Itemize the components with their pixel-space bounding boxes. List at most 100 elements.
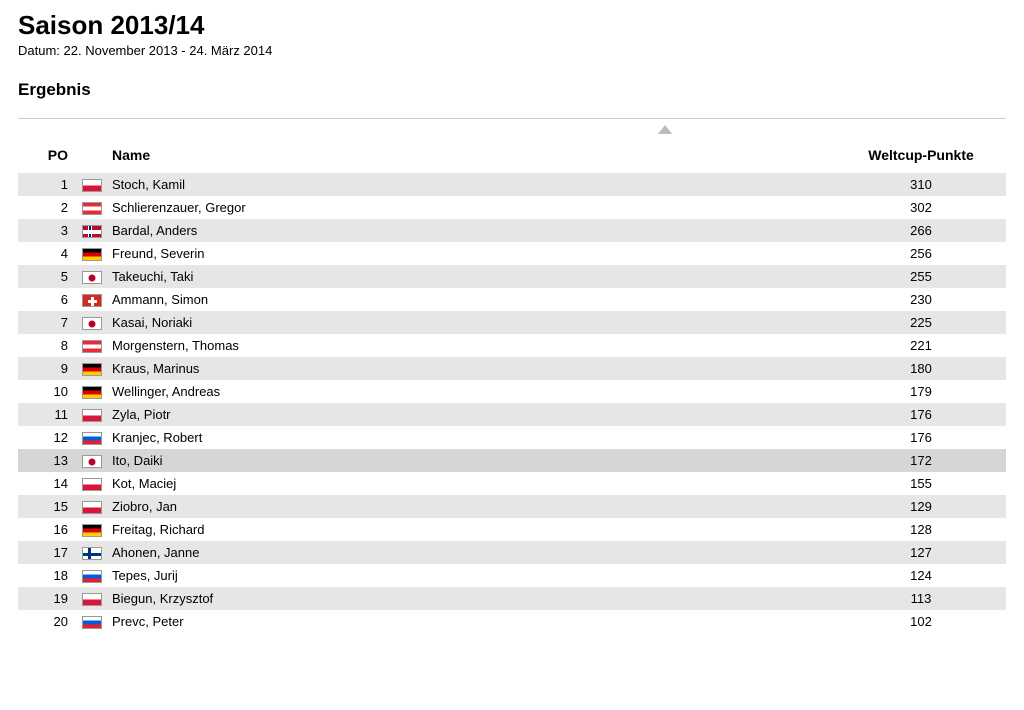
table-row[interactable]: 17Ahonen, Janne127 [18, 541, 1006, 564]
table-row[interactable]: 1 Stoch, Kamil310 [18, 173, 1006, 196]
table-row[interactable]: 2Schlierenzauer, Gregor302 [18, 196, 1006, 219]
table-row[interactable]: 19 Biegun, Krzysztof113 [18, 587, 1006, 610]
cell-po: 18 [18, 564, 78, 587]
cell-points: 180 [836, 357, 1006, 380]
flag-icon [82, 317, 102, 330]
cell-po: 11 [18, 403, 78, 426]
table-row[interactable]: 20 Prevc, Peter102 [18, 610, 1006, 633]
results-table: PO Name Weltcup-Punkte 1Stoch, Kamil3102… [18, 141, 1006, 633]
flag-icon [82, 225, 102, 238]
table-row[interactable]: 5Takeuchi, Taki255 [18, 265, 1006, 288]
table-row[interactable]: 12Kranjec, Robert176 [18, 426, 1006, 449]
cell-points: 129 [836, 495, 1006, 518]
flag-icon [82, 386, 102, 399]
date-range: Datum: 22. November 2013 - 24. März 2014 [18, 43, 1006, 58]
col-header-flag [78, 141, 108, 173]
cell-flag [78, 403, 108, 426]
cell-name: Ammann, Simon [108, 288, 836, 311]
cell-points: 172 [836, 449, 1006, 472]
flag-icon [82, 202, 102, 215]
cell-points: 176 [836, 403, 1006, 426]
table-row[interactable]: 3Bardal, Anders266 [18, 219, 1006, 242]
sort-ascending-icon[interactable] [658, 125, 672, 134]
table-row[interactable]: 4Freund, Severin256 [18, 242, 1006, 265]
sort-indicator-row [18, 121, 1006, 141]
flag-icon [82, 294, 102, 307]
cell-name: Morgenstern, Thomas [108, 334, 836, 357]
table-row[interactable]: 14Kot, Maciej155 [18, 472, 1006, 495]
cell-po: 9 [18, 357, 78, 380]
cell-flag [78, 426, 108, 449]
cell-name: Freitag, Richard [108, 518, 836, 541]
table-header-row: PO Name Weltcup-Punkte [18, 141, 1006, 173]
cell-name: Biegun, Krzysztof [108, 587, 836, 610]
flag-icon [82, 409, 102, 422]
cell-po: 19 [18, 587, 78, 610]
cell-po: 6 [18, 288, 78, 311]
cell-points: 155 [836, 472, 1006, 495]
table-row[interactable]: 16 Freitag, Richard128 [18, 518, 1006, 541]
cell-points: 310 [836, 173, 1006, 196]
section-header: Ergebnis [18, 80, 1006, 100]
cell-points: 230 [836, 288, 1006, 311]
cell-name: Kraus, Marinus [108, 357, 836, 380]
flag-icon [82, 616, 102, 629]
cell-points: 302 [836, 196, 1006, 219]
cell-po: 7 [18, 311, 78, 334]
cell-name: Ito, Daiki [108, 449, 836, 472]
cell-flag [78, 449, 108, 472]
flag-icon [82, 570, 102, 583]
flag-icon [82, 524, 102, 537]
cell-po: 20 [18, 610, 78, 633]
cell-name: Stoch, Kamil [108, 173, 836, 196]
cell-name: Freund, Severin [108, 242, 836, 265]
cell-name: Takeuchi, Taki [108, 265, 836, 288]
cell-points: 179 [836, 380, 1006, 403]
cell-name: Bardal, Anders [108, 219, 836, 242]
table-row[interactable]: 8Morgenstern, Thomas221 [18, 334, 1006, 357]
col-header-name[interactable]: Name [108, 141, 836, 173]
cell-flag [78, 518, 108, 541]
cell-po: 1 [18, 173, 78, 196]
table-row[interactable]: 9 Kraus, Marinus180 [18, 357, 1006, 380]
table-row[interactable]: 7 Kasai, Noriaki225 [18, 311, 1006, 334]
cell-flag [78, 334, 108, 357]
table-row[interactable]: 6 Ammann, Simon230 [18, 288, 1006, 311]
cell-name: Kranjec, Robert [108, 426, 836, 449]
table-row[interactable]: 13 Ito, Daiki172 [18, 449, 1006, 472]
flag-icon [82, 248, 102, 261]
cell-points: 225 [836, 311, 1006, 334]
table-row[interactable]: 11Zyla, Piotr176 [18, 403, 1006, 426]
cell-name: Kasai, Noriaki [108, 311, 836, 334]
cell-flag [78, 495, 108, 518]
col-header-po[interactable]: PO [18, 141, 78, 173]
cell-po: 3 [18, 219, 78, 242]
cell-points: 128 [836, 518, 1006, 541]
flag-icon [82, 340, 102, 353]
cell-po: 15 [18, 495, 78, 518]
cell-po: 8 [18, 334, 78, 357]
table-row[interactable]: 18Tepes, Jurij124 [18, 564, 1006, 587]
cell-points: 113 [836, 587, 1006, 610]
cell-points: 127 [836, 541, 1006, 564]
cell-flag [78, 311, 108, 334]
cell-po: 4 [18, 242, 78, 265]
cell-flag [78, 173, 108, 196]
cell-name: Prevc, Peter [108, 610, 836, 633]
flag-icon [82, 593, 102, 606]
cell-flag [78, 219, 108, 242]
cell-po: 16 [18, 518, 78, 541]
flag-icon [82, 271, 102, 284]
table-row[interactable]: 15Ziobro, Jan129 [18, 495, 1006, 518]
flag-icon [82, 432, 102, 445]
cell-po: 17 [18, 541, 78, 564]
cell-po: 10 [18, 380, 78, 403]
cell-po: 14 [18, 472, 78, 495]
cell-po: 13 [18, 449, 78, 472]
flag-icon [82, 501, 102, 514]
table-row[interactable]: 10Wellinger, Andreas179 [18, 380, 1006, 403]
cell-flag [78, 541, 108, 564]
cell-points: 102 [836, 610, 1006, 633]
col-header-points[interactable]: Weltcup-Punkte [836, 141, 1006, 173]
flag-icon [82, 478, 102, 491]
